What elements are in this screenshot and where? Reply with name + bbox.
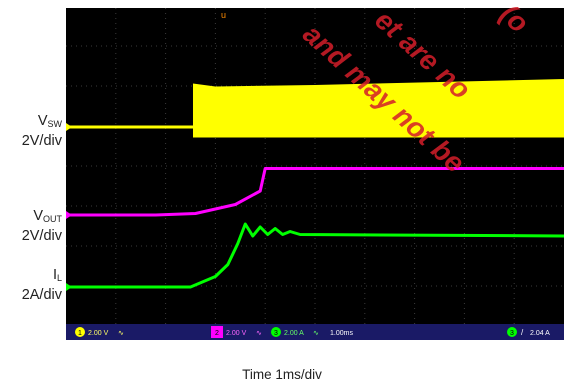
ch2-scale: 2.00 V [226,330,247,337]
ch2-coupling: ∿ [256,330,262,337]
vout-scale-label: 2V/div [21,228,62,244]
vout-trace [66,167,564,217]
vout-label: VOUT 2V/div [2,208,62,245]
ch3-scale: 2.00 A [284,330,304,337]
il-trace [66,222,564,289]
status-bar-background [66,324,564,340]
il-ground-marker [66,283,72,291]
channel-markers [66,123,72,291]
x-axis-label: Time 1ms/div [242,367,322,382]
ch2-badge-label: 2 [215,330,219,337]
ch1-coupling: ∿ [118,330,124,337]
vsw-label: VSW 2V/div [2,113,62,150]
status-bar: 1 2.00 V ∿ 2 2.00 V ∿ 3 2.00 A ∿ 1.00ms … [66,324,564,340]
vsw-label-sub: SW [47,119,63,129]
vsw-switching-band [192,79,564,138]
ch3-coupling: ∿ [313,330,319,337]
traces [66,79,564,289]
vout-label-sub: OUT [43,214,62,224]
trigger-marker: u [221,10,226,20]
il-label-sub: L [56,273,62,283]
il-scale-label: 2A/div [21,287,62,303]
vsw-scale-label: 2V/div [21,133,62,149]
il-label: IL 2A/div [2,267,62,304]
ch3-badge-label: 3 [274,330,278,337]
trigger-badge-label: 3 [510,330,514,337]
vout-label-main: V [33,208,43,224]
trigger-badge [507,327,517,337]
ch1-scale: 2.00 V [88,330,109,337]
ch1-badge [75,327,85,337]
vout-ground-marker [66,211,72,219]
trigger-level: 2.04 A [530,330,550,337]
vsw-label-main: V [37,113,48,129]
ch2-badge [211,326,223,338]
ch3-badge [271,327,281,337]
trigger-slope: / [521,328,524,337]
vsw-ground-marker [66,123,72,131]
ch1-badge-label: 1 [78,330,82,337]
il-label-main: I [52,267,57,283]
timebase: 1.00ms [330,330,353,337]
oscilloscope-screen: u 1 2.00 V ∿ 2 2.00 V ∿ 3 2.00 A ∿ 1.00m… [66,8,564,340]
